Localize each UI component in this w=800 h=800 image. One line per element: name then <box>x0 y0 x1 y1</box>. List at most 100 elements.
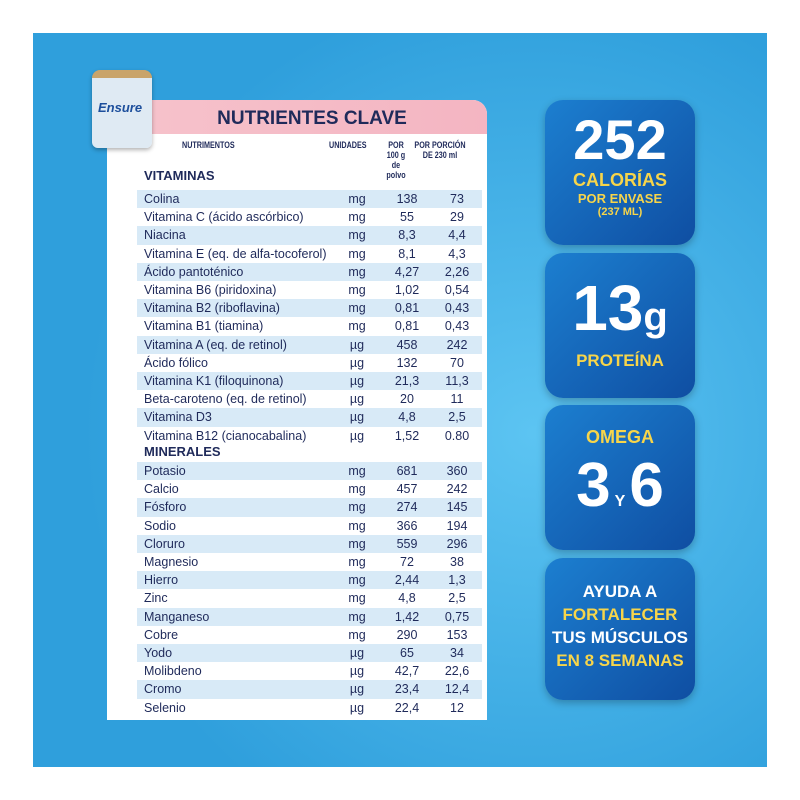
per-100g: 23,4 <box>394 682 420 697</box>
per-100g: 366 <box>396 518 418 533</box>
per-100g: 559 <box>396 536 418 551</box>
muscles-l2: FORTALECER <box>562 605 678 624</box>
unit: µg <box>349 392 365 407</box>
nutrient-name: Cromo <box>144 682 182 697</box>
unit: µg <box>349 700 365 715</box>
nutrient-name: Vitamina B6 (piridoxina) <box>144 283 277 298</box>
per-serving: 4,3 <box>448 246 466 261</box>
nutrient-name: Cloruro <box>144 536 185 551</box>
per-serving: 0,75 <box>444 609 470 624</box>
per-serving: 11 <box>450 392 464 407</box>
per-100g: 22,4 <box>394 700 420 715</box>
per-serving: 296 <box>446 536 468 551</box>
unit: mg <box>348 210 366 225</box>
omega-and: Y <box>614 493 626 510</box>
protein-unit: g <box>643 295 668 339</box>
nutrient-name: Zinc <box>144 591 168 606</box>
table-row: Vitamina D3 µg 4,8 2,5 <box>137 408 482 427</box>
per-serving: 0,43 <box>444 301 470 316</box>
calories-card: 252 CALORÍAS POR ENVASE (237 ML) <box>545 100 695 245</box>
vitamins-heading: VITAMINAS <box>144 168 215 183</box>
muscles-l1: AYUDA A <box>582 582 658 601</box>
table-row: Vitamina B12 (cianocabalina) µg 1,52 0.80 <box>137 427 482 445</box>
header-per100: POR 100 g de polvo <box>386 140 406 180</box>
nutrient-name: Niacina <box>144 228 186 243</box>
nutrient-name: Calcio <box>144 482 179 497</box>
unit: mg <box>348 627 366 642</box>
table-title: NUTRIENTES CLAVE <box>107 100 487 134</box>
calories-label: CALORÍAS <box>573 170 667 190</box>
table-row: Selenio µg 22,4 12 <box>137 699 482 717</box>
table-row: Vitamina B2 (riboflavina) mg 0,81 0,43 <box>137 299 482 318</box>
table-row: Beta-caroteno (eq. de retinol) µg 20 11 <box>137 390 482 408</box>
nutrient-name: Molibdeno <box>144 664 202 679</box>
per-serving: 242 <box>446 337 468 352</box>
nutrient-name: Vitamina C (ácido ascórbico) <box>144 210 304 225</box>
unit: mg <box>348 609 366 624</box>
unit: mg <box>348 246 366 261</box>
protein-value: 13 <box>572 272 644 344</box>
per-serving: 22,6 <box>444 664 470 679</box>
nutrition-table: NUTRIENTES CLAVE NUTRIMENTOS UNIDADES PO… <box>107 100 487 720</box>
table-row: Cloruro mg 559 296 <box>137 534 482 553</box>
table-row: Vitamina A (eq. de retinol) µg 458 242 <box>137 335 482 354</box>
per-serving: 242 <box>446 482 468 497</box>
muscles-l4: EN 8 SEMANAS <box>556 651 684 670</box>
per-serving: 38 <box>450 555 464 570</box>
protein-card: 13g PROTEÍNA <box>545 253 695 398</box>
per-serving: 194 <box>446 518 468 533</box>
minerals-heading: MINERALES <box>144 444 221 459</box>
omega-label: OMEGA <box>585 427 654 447</box>
per-serving: 0,54 <box>444 283 470 298</box>
per-serving: 360 <box>446 464 468 479</box>
per-serving: 0.80 <box>444 428 470 443</box>
table-row: Hierro mg 2,44 1,3 <box>137 571 482 590</box>
unit: mg <box>348 518 366 533</box>
per-serving: 70 <box>450 355 464 370</box>
unit: mg <box>348 192 366 207</box>
unit: µg <box>349 374 365 389</box>
per-serving: 4,4 <box>448 228 466 243</box>
per-serving: 12,4 <box>444 682 470 697</box>
per-100g: 65 <box>400 646 414 661</box>
omega-card: OMEGA 3 Y6 <box>545 405 695 550</box>
muscles-card: AYUDA A FORTALECER TUS MÚSCULOS EN 8 SEM… <box>545 558 695 700</box>
per-serving: 2,5 <box>448 410 466 425</box>
table-row: Fósforo mg 274 145 <box>137 498 482 517</box>
unit: mg <box>348 283 366 298</box>
table-row: Ácido pantoténico mg 4,27 2,26 <box>137 262 482 281</box>
table-row: Vitamina K1 (filoquinona) µg 21,3 11,3 <box>137 372 482 391</box>
muscles-l3: TUS MÚSCULOS <box>552 628 688 647</box>
per-serving: 11,3 <box>445 374 469 389</box>
per-100g: 458 <box>396 337 418 352</box>
unit: µg <box>349 664 365 679</box>
brand-logo: Ensure <box>98 100 143 115</box>
per-serving: 12 <box>450 700 464 715</box>
nutrient-name: Magnesio <box>144 555 199 570</box>
per-100g: 20 <box>400 392 414 407</box>
unit: mg <box>348 500 366 515</box>
table-row: Colina mg 138 73 <box>137 190 482 209</box>
header-serving: POR PORCIÓN DE 230 ml <box>414 140 466 160</box>
unit: mg <box>348 555 366 570</box>
unit: mg <box>348 464 366 479</box>
nutrient-name: Beta-caroteno (eq. de retinol) <box>144 392 307 407</box>
unit: mg <box>348 591 366 606</box>
table-row: Cromo µg 23,4 12,4 <box>137 680 482 699</box>
per-100g: 4,8 <box>398 410 416 425</box>
table-row: Vitamina C (ácido ascórbico) mg 55 29 <box>137 208 482 226</box>
unit: µg <box>349 410 365 425</box>
table-row: Manganeso mg 1,42 0,75 <box>137 607 482 626</box>
table-row: Vitamina B1 (tiamina) mg 0,81 0,43 <box>137 317 482 335</box>
omega-6: 6 <box>629 451 664 520</box>
per-serving: 29 <box>450 210 464 225</box>
unit: mg <box>348 228 366 243</box>
nutrient-name: Manganeso <box>144 609 210 624</box>
table-row: Molibdeno µg 42,7 22,6 <box>137 662 482 680</box>
nutrient-name: Hierro <box>144 573 179 588</box>
per-serving: 2,5 <box>448 591 466 606</box>
per-100g: 274 <box>396 500 418 515</box>
per-100g: 8,1 <box>398 246 416 261</box>
per-100g: 4,27 <box>394 264 420 279</box>
per-100g: 1,52 <box>394 428 420 443</box>
